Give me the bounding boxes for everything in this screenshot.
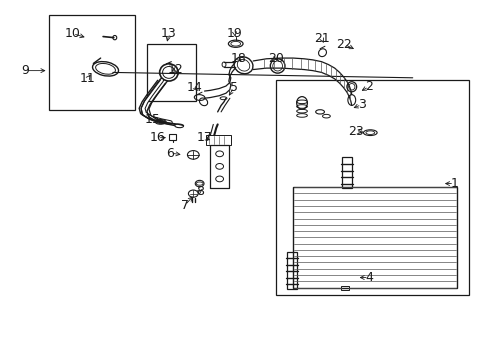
Bar (206, 135, 230, 145)
Text: 4: 4 (364, 271, 372, 284)
Bar (341, 157, 351, 188)
Bar (147, 44, 195, 101)
Bar (169, 134, 176, 140)
Bar (293, 187, 456, 288)
Text: 10: 10 (65, 27, 81, 40)
Text: 19: 19 (226, 27, 242, 40)
Text: 13: 13 (161, 27, 177, 40)
Text: 2: 2 (364, 80, 372, 93)
Text: 20: 20 (268, 51, 284, 64)
Text: 8: 8 (195, 185, 203, 198)
Text: 16: 16 (149, 131, 165, 144)
Bar (340, 286, 348, 291)
Text: 7: 7 (181, 199, 189, 212)
Text: 14: 14 (186, 81, 202, 94)
Text: 6: 6 (166, 147, 174, 159)
Bar (49, 15, 135, 110)
Text: 22: 22 (336, 38, 352, 51)
Text: 9: 9 (21, 64, 29, 77)
Text: 1: 1 (449, 177, 457, 190)
Bar (287, 252, 296, 289)
Text: 23: 23 (347, 125, 363, 138)
Text: 17: 17 (196, 131, 212, 144)
Text: 18: 18 (230, 52, 246, 65)
Text: 3: 3 (357, 98, 365, 111)
Text: 5: 5 (229, 81, 237, 94)
Text: 15: 15 (144, 113, 161, 126)
Text: 21: 21 (313, 32, 329, 45)
Text: 12: 12 (167, 63, 183, 76)
Bar (276, 80, 468, 295)
Text: 11: 11 (80, 72, 95, 85)
